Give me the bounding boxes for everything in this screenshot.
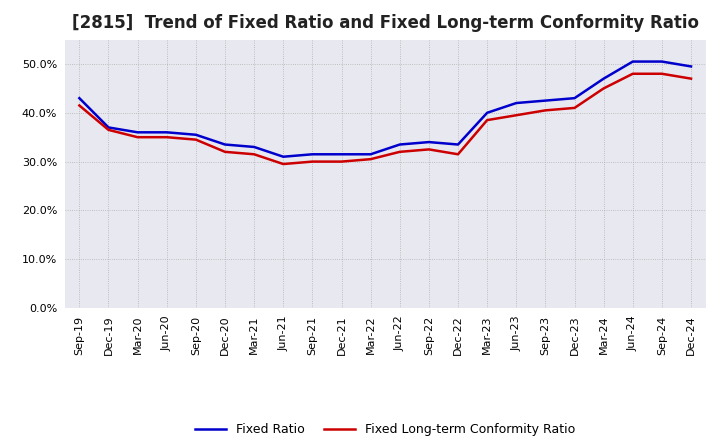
Fixed Long-term Conformity Ratio xyxy=(454,152,462,157)
Fixed Ratio xyxy=(687,64,696,69)
Fixed Ratio xyxy=(483,110,492,115)
Fixed Ratio xyxy=(308,152,317,157)
Line: Fixed Ratio: Fixed Ratio xyxy=(79,62,691,157)
Fixed Long-term Conformity Ratio xyxy=(425,147,433,152)
Line: Fixed Long-term Conformity Ratio: Fixed Long-term Conformity Ratio xyxy=(79,74,691,164)
Fixed Ratio xyxy=(629,59,637,64)
Fixed Long-term Conformity Ratio xyxy=(512,113,521,118)
Fixed Long-term Conformity Ratio xyxy=(599,86,608,91)
Fixed Ratio xyxy=(395,142,404,147)
Fixed Long-term Conformity Ratio xyxy=(366,157,375,162)
Fixed Ratio xyxy=(192,132,200,137)
Fixed Ratio xyxy=(250,144,258,150)
Fixed Long-term Conformity Ratio xyxy=(687,76,696,81)
Fixed Long-term Conformity Ratio xyxy=(657,71,666,77)
Fixed Ratio xyxy=(454,142,462,147)
Fixed Long-term Conformity Ratio xyxy=(104,127,113,132)
Fixed Long-term Conformity Ratio xyxy=(279,161,287,167)
Fixed Long-term Conformity Ratio xyxy=(308,159,317,164)
Fixed Long-term Conformity Ratio xyxy=(220,149,229,154)
Title: [2815]  Trend of Fixed Ratio and Fixed Long-term Conformity Ratio: [2815] Trend of Fixed Ratio and Fixed Lo… xyxy=(72,15,698,33)
Fixed Long-term Conformity Ratio xyxy=(75,103,84,108)
Fixed Ratio xyxy=(337,152,346,157)
Fixed Ratio xyxy=(570,95,579,101)
Fixed Long-term Conformity Ratio xyxy=(541,108,550,113)
Legend: Fixed Ratio, Fixed Long-term Conformity Ratio: Fixed Ratio, Fixed Long-term Conformity … xyxy=(190,418,580,440)
Fixed Ratio xyxy=(220,142,229,147)
Fixed Ratio xyxy=(279,154,287,159)
Fixed Ratio xyxy=(133,130,142,135)
Fixed Ratio xyxy=(104,125,113,130)
Fixed Long-term Conformity Ratio xyxy=(570,105,579,110)
Fixed Long-term Conformity Ratio xyxy=(192,137,200,142)
Fixed Long-term Conformity Ratio xyxy=(133,135,142,140)
Fixed Ratio xyxy=(599,76,608,81)
Fixed Ratio xyxy=(425,139,433,145)
Fixed Long-term Conformity Ratio xyxy=(395,149,404,154)
Fixed Long-term Conformity Ratio xyxy=(483,117,492,123)
Fixed Ratio xyxy=(366,152,375,157)
Fixed Long-term Conformity Ratio xyxy=(163,135,171,140)
Fixed Long-term Conformity Ratio xyxy=(337,159,346,164)
Fixed Long-term Conformity Ratio xyxy=(250,152,258,157)
Fixed Ratio xyxy=(163,130,171,135)
Fixed Long-term Conformity Ratio xyxy=(629,71,637,77)
Fixed Ratio xyxy=(657,59,666,64)
Fixed Ratio xyxy=(512,100,521,106)
Fixed Ratio xyxy=(75,95,84,101)
Fixed Ratio xyxy=(541,98,550,103)
